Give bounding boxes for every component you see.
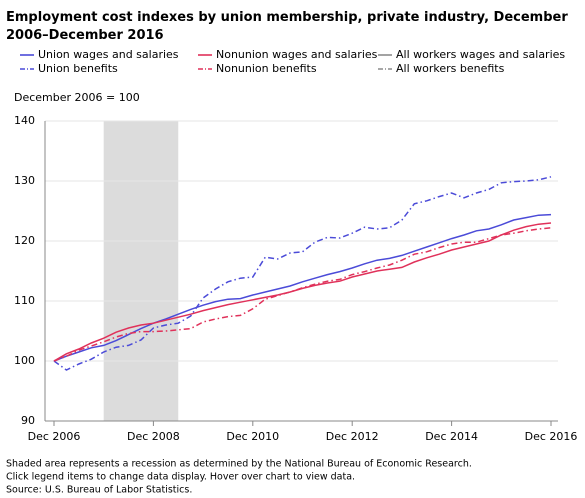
x-tick-label: Dec 2008	[127, 430, 180, 443]
legend-label: Union benefits	[38, 62, 118, 75]
y-axis-label: December 2006 = 100	[14, 91, 140, 104]
footnote: Source: U.S. Bureau of Labor Statistics.	[6, 485, 192, 496]
legend-item[interactable]: Union benefits	[20, 62, 118, 75]
x-tick-label: Dec 2012	[326, 430, 379, 443]
legend-label: All workers benefits	[396, 62, 505, 75]
x-tick-label: Dec 2010	[226, 430, 279, 443]
series-line	[53, 227, 552, 362]
chart-title: Employment cost indexes by union members…	[6, 10, 568, 43]
x-tick-label: Dec 2016	[525, 430, 578, 443]
series-line	[53, 222, 552, 362]
legend-item[interactable]: All workers benefits	[378, 62, 505, 75]
y-tick-label: 90	[21, 414, 35, 427]
y-tick-label: 100	[14, 354, 35, 367]
y-tick-label: 110	[14, 294, 35, 307]
footnote: Shaded area represents a recession as de…	[6, 459, 472, 470]
legend-label: All workers wages and salaries	[396, 48, 565, 61]
legend-item[interactable]: Nonunion benefits	[198, 62, 317, 75]
legend-item[interactable]: All workers wages and salaries	[378, 48, 565, 61]
legend-label: Nonunion benefits	[216, 62, 317, 75]
series-line	[53, 176, 552, 371]
legend-item[interactable]: Nonunion wages and salaries	[198, 48, 378, 61]
x-tick-label: Dec 2006	[28, 430, 81, 443]
footnote: Click legend items to change data displa…	[6, 472, 355, 483]
series-line	[53, 213, 552, 362]
legend-item[interactable]: Union wages and salaries	[20, 48, 179, 61]
legend-label: Nonunion wages and salaries	[216, 48, 378, 61]
legend-label: Union wages and salaries	[38, 48, 179, 61]
recession-band	[103, 121, 179, 421]
x-tick-label: Dec 2014	[425, 430, 478, 443]
y-tick-label: 130	[14, 174, 35, 187]
y-tick-label: 120	[14, 234, 35, 247]
y-tick-label: 140	[14, 114, 35, 127]
